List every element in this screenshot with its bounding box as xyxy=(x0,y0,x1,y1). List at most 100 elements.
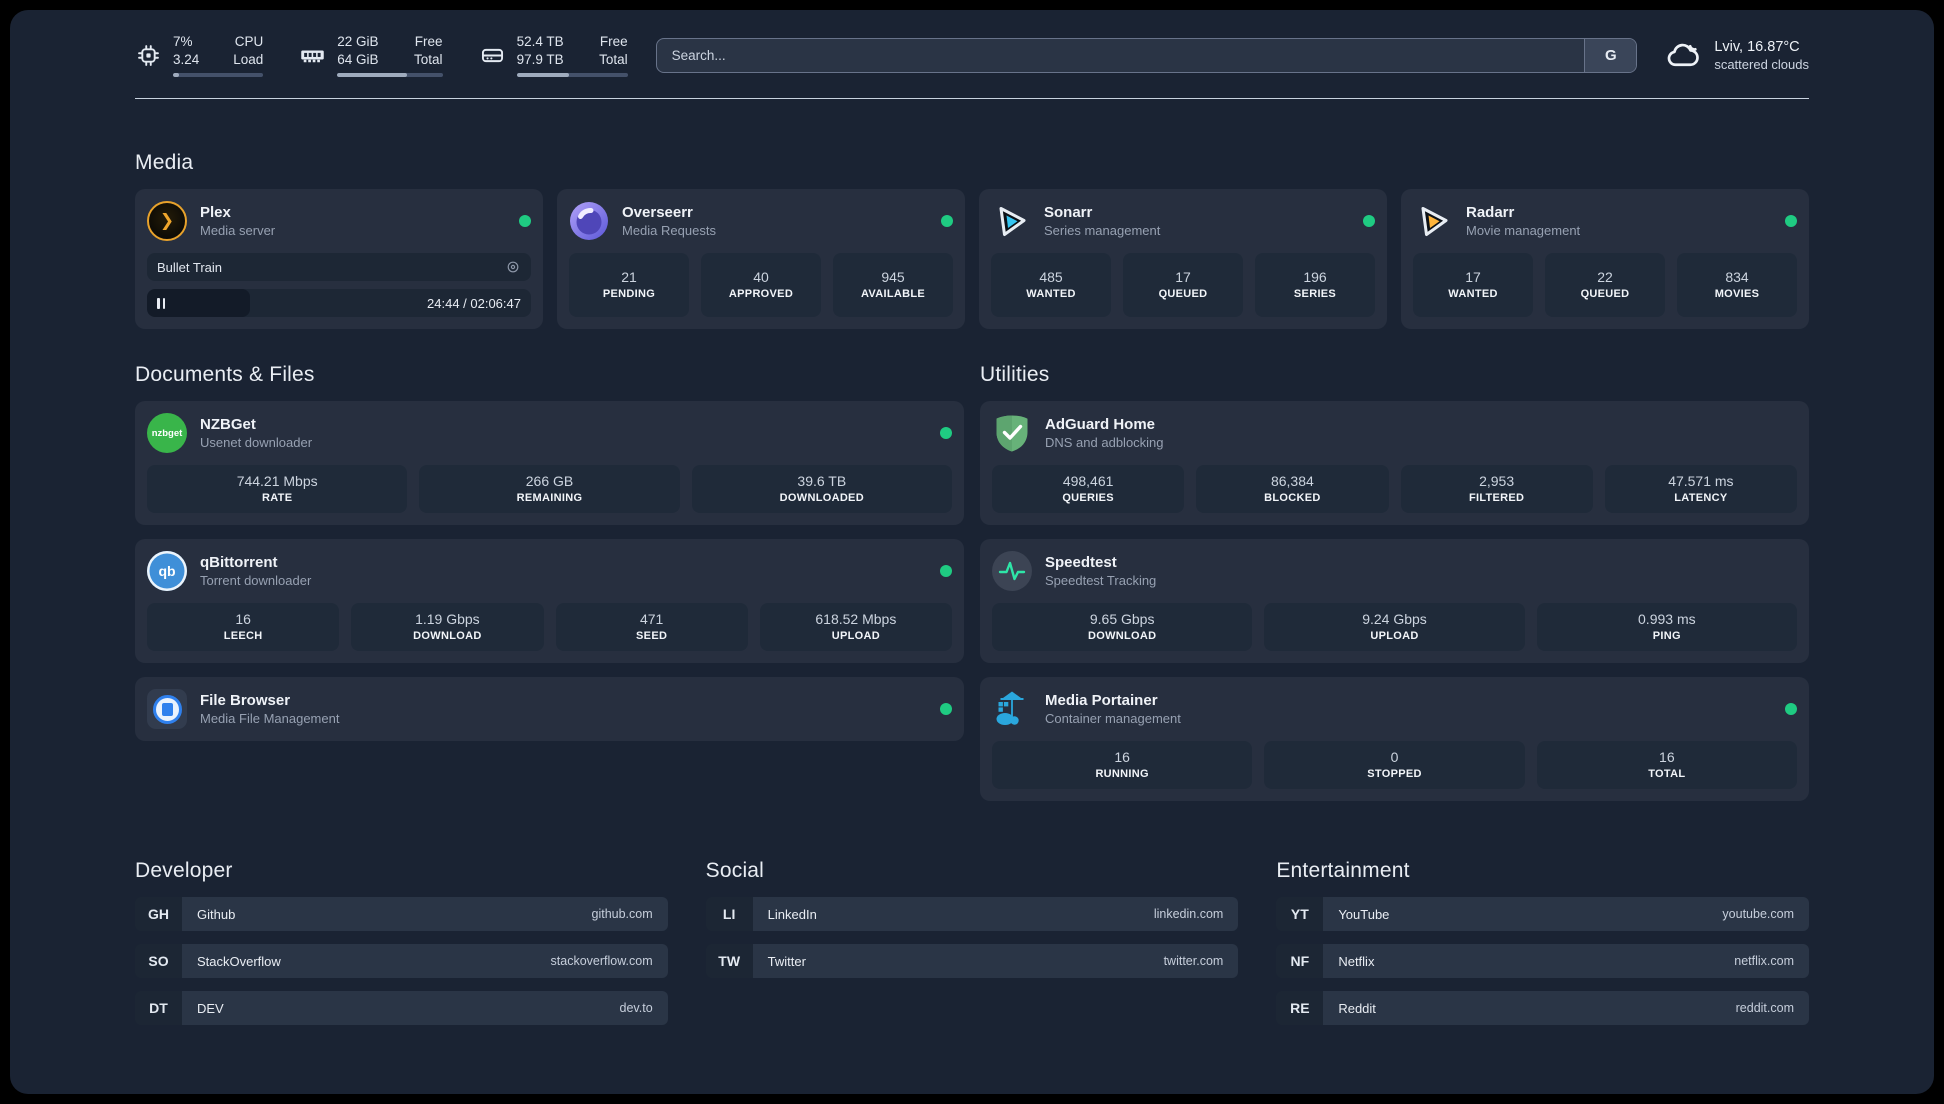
stat-label: MOVIES xyxy=(1714,288,1760,300)
resource-progressbar xyxy=(337,73,443,78)
resource-progressbar xyxy=(173,73,264,78)
weather-location-temp: Lviv, 16.87°C xyxy=(1714,38,1800,55)
service-description: Usenet downloader xyxy=(200,435,313,451)
service-description: Torrent downloader xyxy=(200,573,312,589)
stat-box: 47.571 ms LATENCY xyxy=(1604,465,1797,513)
stat-label: LEECH xyxy=(223,630,263,642)
service-card-radarr[interactable]: Radarr Movie management 17 WANTED 22 QUEUED 83… xyxy=(1401,189,1809,329)
service-name: Media Portainer xyxy=(1045,691,1158,709)
bookmark-name: YouTube xyxy=(1338,906,1390,922)
bookmark-abbr: NF xyxy=(1276,944,1324,978)
stat-value: 1.19 Gbps xyxy=(415,611,480,627)
stat-value: 0.993 ms xyxy=(1638,611,1696,627)
stat-value: 744.21 Mbps xyxy=(236,473,318,489)
section-title-utilities: Utilities xyxy=(980,363,1050,386)
resource-progress-fill xyxy=(173,73,180,78)
service-card-sonarr[interactable]: Sonarr Series management 485 WANTED 17 QUEUED… xyxy=(979,189,1387,329)
bookmark-name: Github xyxy=(197,906,236,922)
player-track-title: Bullet Train xyxy=(157,259,223,275)
header-divider xyxy=(135,98,1809,99)
stat-value: 9.24 Gbps xyxy=(1362,611,1427,627)
service-card-adguard-home[interactable]: AdGuard Home DNS and adblocking 498,461 QUE… xyxy=(980,401,1809,525)
bookmark-pill: Twitter twitter.com xyxy=(752,944,1239,978)
stat-box: 618.52 Mbps UPLOAD xyxy=(759,603,952,651)
stat-box: 0.993 ms PING xyxy=(1536,603,1797,651)
bookmark-link-youtube[interactable]: YT YouTube youtube.com xyxy=(1276,897,1809,931)
bookmark-pill: LinkedIn linkedin.com xyxy=(752,897,1239,931)
player-track-row: Bullet Train xyxy=(147,253,531,281)
service-card-qbittorrent[interactable]: qb qBittorrent Torrent downloader 16 LEECH 1.… xyxy=(135,539,964,663)
media-cards: ❯ Plex Media server Bullet Train 24:44 / 02:… xyxy=(135,189,1809,329)
filebrowser-icon xyxy=(147,689,187,729)
disk-icon xyxy=(479,42,506,69)
status-badge xyxy=(940,703,952,715)
bookmark-url: twitter.com xyxy=(1163,954,1224,968)
bookmark-link-github[interactable]: GH Github github.com xyxy=(135,897,668,931)
stat-box: 485 WANTED xyxy=(991,253,1111,317)
service-card-speedtest[interactable]: Speedtest Speedtest Tracking 9.65 Gbps DOWN… xyxy=(980,539,1809,663)
pause-button[interactable] xyxy=(157,297,166,309)
search-provider-button[interactable]: G xyxy=(1584,38,1637,72)
stat-value: 618.52 Mbps xyxy=(815,611,897,627)
resource-value: 97.9 TB xyxy=(516,51,564,67)
bookmark-abbr: YT xyxy=(1276,897,1324,931)
service-description: Container management xyxy=(1045,711,1181,727)
weather-widget: Lviv, 16.87°C scattered clouds xyxy=(1665,37,1809,73)
bookmark-link-reddit[interactable]: RE Reddit reddit.com xyxy=(1276,991,1809,1025)
bookmark-link-stackoverflow[interactable]: SO StackOverflow stackoverflow.com xyxy=(135,944,668,978)
stat-value: 196 xyxy=(1303,269,1327,285)
resource-label: Load xyxy=(233,51,264,67)
service-card-nzbget[interactable]: nzbget NZBGet Usenet downloader 744.21 Mbps… xyxy=(135,401,964,525)
stat-label: UPLOAD xyxy=(1370,630,1419,642)
resource-widgets: 7% 3.24 CPU Load 22 GiB 64 GiB Free Total 52.4 T… xyxy=(135,33,628,78)
stat-value: 16 xyxy=(1659,749,1675,765)
bookmark-url: linkedin.com xyxy=(1153,907,1224,921)
service-card-plex[interactable]: ❯ Plex Media server Bullet Train 24:44 / 02:… xyxy=(135,189,543,329)
resource-widget: 7% 3.24 CPU Load xyxy=(135,33,264,78)
bookmark-link-twitter[interactable]: TW Twitter twitter.com xyxy=(705,944,1239,978)
service-card-file-browser[interactable]: File Browser Media File Management xyxy=(135,677,964,741)
stat-label: UPLOAD xyxy=(831,630,880,642)
bookmark-name: DEV xyxy=(197,1000,224,1016)
bookmark-groups: Developer GH Github github.com SO StackOverfl… xyxy=(135,859,1809,1078)
bookmark-link-netflix[interactable]: NF Netflix netflix.com xyxy=(1276,944,1809,978)
stat-box: 16 RUNNING xyxy=(992,741,1253,789)
bookmark-link-linkedin[interactable]: LI LinkedIn linkedin.com xyxy=(705,897,1239,931)
service-description: Series management xyxy=(1044,223,1161,239)
search-bar[interactable]: G xyxy=(655,37,1638,73)
service-card-overseerr[interactable]: Overseerr Media Requests 21 PENDING 40 APPROV… xyxy=(557,189,965,329)
resource-value: 52.4 TB xyxy=(516,33,564,49)
top-bar: 7% 3.24 CPU Load 22 GiB 64 GiB Free Total 52.4 T… xyxy=(135,32,1809,78)
now-playing-icon[interactable] xyxy=(505,259,521,275)
resource-widget: 52.4 TB 97.9 TB Free Total xyxy=(479,33,628,78)
utilities-cards: AdGuard Home DNS and adblocking 498,461 QUE… xyxy=(980,401,1809,801)
service-card-header: Overseerr Media Requests xyxy=(569,201,953,241)
stat-box: 16 TOTAL xyxy=(1536,741,1797,789)
bookmark-group-title: Social xyxy=(705,859,765,882)
stat-value: 17 xyxy=(1465,269,1481,285)
stat-label: DOWNLOAD xyxy=(1087,630,1157,642)
service-card-titles: Plex Media server xyxy=(200,204,275,239)
service-name: NZBGet xyxy=(200,415,256,433)
service-card-header: ❯ Plex Media server xyxy=(147,201,531,241)
section-documents-files: Documents & Files nzbget NZBGet Usenet dow… xyxy=(135,363,964,741)
resource-progressbar xyxy=(516,73,628,78)
stat-box: 834 MOVIES xyxy=(1677,253,1797,317)
bookmark-group-title: Entertainment xyxy=(1276,859,1410,882)
stat-label: RATE xyxy=(262,492,293,504)
service-description: Media server xyxy=(200,223,276,239)
stat-label: LATENCY xyxy=(1674,492,1728,504)
search-input[interactable] xyxy=(656,38,1585,72)
bookmark-link-dev[interactable]: DT DEV dev.to xyxy=(135,991,668,1025)
service-card-header: Speedtest Speedtest Tracking xyxy=(992,551,1797,591)
service-card-header: Sonarr Series management xyxy=(991,201,1375,241)
resource-values: 22 GiB 64 GiB Free Total xyxy=(337,33,442,69)
stat-box: 471 SEED xyxy=(555,603,748,651)
service-card-media-portainer[interactable]: Media Portainer Container management 16 RUN… xyxy=(980,677,1809,801)
stat-value: 86,384 xyxy=(1270,473,1314,489)
resource-progress-fill xyxy=(337,73,407,78)
service-name: Sonarr xyxy=(1044,203,1093,221)
stat-label: FILTERED xyxy=(1468,492,1525,504)
stat-box: 17 QUEUED xyxy=(1123,253,1243,317)
plex-icon: ❯ xyxy=(147,201,187,241)
